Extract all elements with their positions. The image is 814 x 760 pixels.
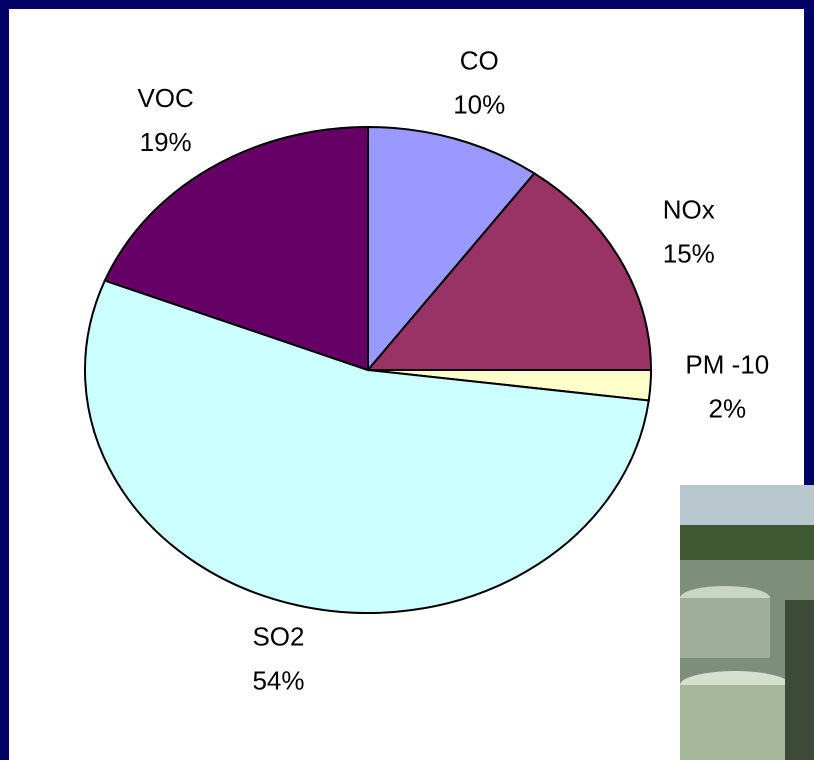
photo-trees xyxy=(680,525,814,560)
slice-value-label: 15% xyxy=(663,239,715,269)
pie-slice xyxy=(103,125,369,372)
slice-value-label: 54% xyxy=(252,665,304,695)
photo xyxy=(680,485,814,760)
pie-slice xyxy=(365,172,653,371)
slice-label: VOC xyxy=(137,83,193,113)
slice-label: CO xyxy=(460,46,499,76)
pie-slice xyxy=(84,279,650,614)
photo-tank xyxy=(680,598,770,658)
photo-shadow xyxy=(785,600,814,760)
slice-label: SO2 xyxy=(252,621,304,651)
slice-value-label: 2% xyxy=(709,394,747,424)
slice-value-label: 19% xyxy=(140,127,192,157)
photo-tank xyxy=(680,685,790,760)
slice-label: PM -10 xyxy=(685,350,769,380)
photo-sky xyxy=(680,485,814,530)
pie-slice xyxy=(367,125,536,373)
slice-value-label: 10% xyxy=(453,90,505,120)
slice-label: NOx xyxy=(663,195,715,225)
